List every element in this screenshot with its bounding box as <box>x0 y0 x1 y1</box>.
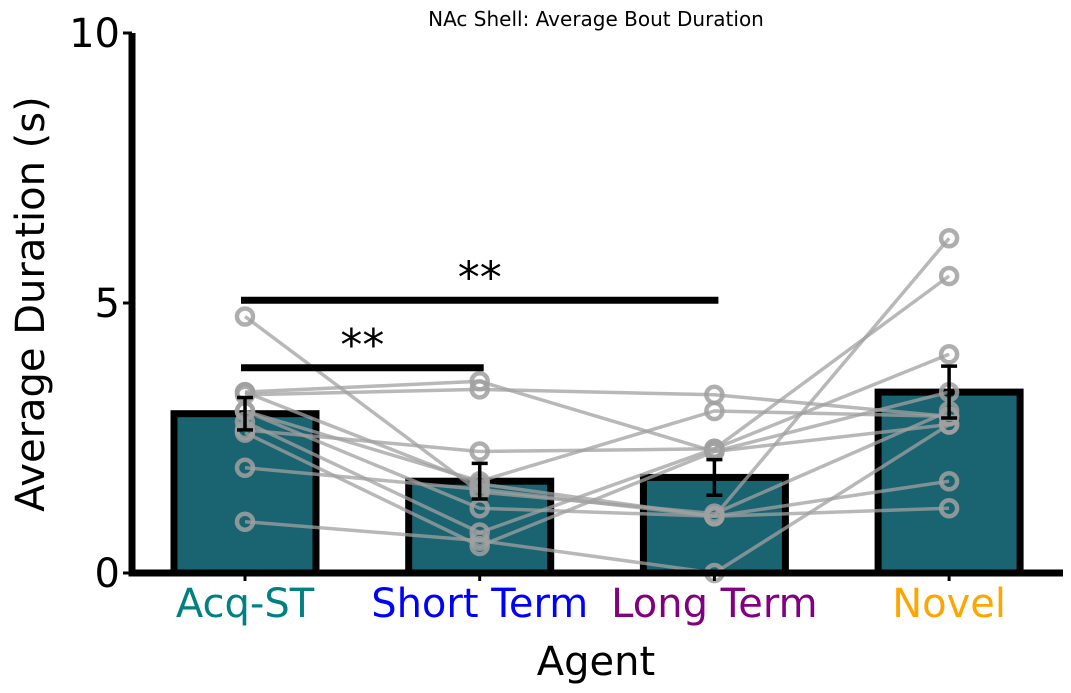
subject-point-2-1 <box>469 379 490 400</box>
subject-point-9-2 <box>704 506 725 527</box>
y-tick-label-0: 0 <box>95 551 120 597</box>
subject-line-9 <box>244 390 950 519</box>
subject-point-1-1 <box>469 371 490 392</box>
subject-line-1 <box>244 379 950 454</box>
y-axis-label: Average Duration (s) <box>8 96 54 511</box>
subject-point-8-1 <box>469 530 490 551</box>
x-tick-label-3: Novel <box>892 581 1006 627</box>
subject-line-4 <box>244 274 951 535</box>
significance-label-0: ** <box>340 320 384 371</box>
subject-point-4-1 <box>469 522 490 543</box>
subject-line-8 <box>244 423 951 575</box>
chart-title: NAc Shell: Average Bout Duration <box>428 7 764 31</box>
subject-point-7-0 <box>234 457 256 478</box>
subject-point-10-2 <box>704 400 725 422</box>
subject-point-9-3 <box>938 497 960 519</box>
subject-line-10 <box>244 409 950 483</box>
plot-area: ** ** 0 5 10 Acq-ST Short Term Long Term Novel <box>69 11 1063 627</box>
subject-point-7-3 <box>938 470 960 492</box>
subject-point-4-3 <box>938 265 960 287</box>
subject-point-8-0 <box>234 511 256 532</box>
subject-point-5-1 <box>469 441 490 462</box>
y-tick-label-5: 5 <box>95 281 120 327</box>
x-tick-label-2: Long Term <box>611 581 817 627</box>
subject-point-5-3 <box>938 344 960 365</box>
x-tick-label-1: Short Term <box>371 581 588 627</box>
subject-line-5 <box>244 352 950 454</box>
x-axis-label: Agent <box>537 639 655 685</box>
subject-line-2 <box>244 387 950 419</box>
y-tick-label-10: 10 <box>69 11 120 57</box>
subject-line-3 <box>244 237 951 519</box>
significance-label-1: ** <box>458 252 502 303</box>
subject-point-0-0 <box>234 306 256 327</box>
subject-point-3-3 <box>938 227 960 249</box>
x-tick-label-0: Acq-ST <box>176 581 315 627</box>
